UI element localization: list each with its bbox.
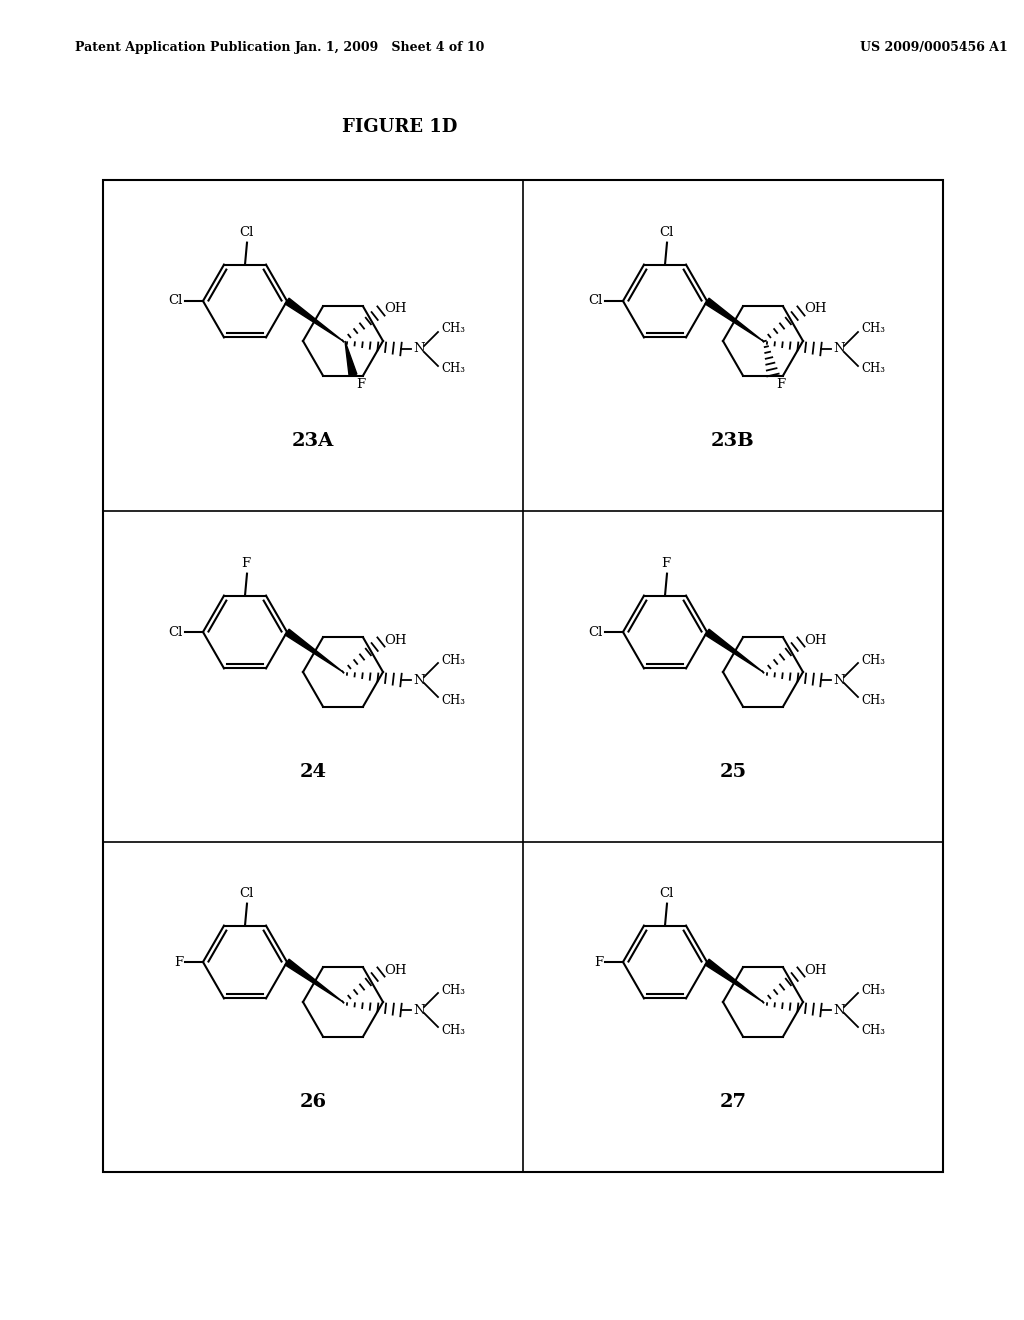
Text: FIGURE 1D: FIGURE 1D xyxy=(342,117,458,136)
Text: Patent Application Publication: Patent Application Publication xyxy=(75,41,291,54)
Text: 23A: 23A xyxy=(292,432,334,450)
Text: Cl: Cl xyxy=(589,294,603,308)
Text: Cl: Cl xyxy=(589,626,603,639)
Text: CH₃: CH₃ xyxy=(861,653,885,667)
Text: F: F xyxy=(662,557,671,570)
Text: N: N xyxy=(834,1003,845,1016)
Polygon shape xyxy=(705,630,763,672)
Text: CH₃: CH₃ xyxy=(441,1023,465,1036)
Text: OH: OH xyxy=(804,302,826,315)
Text: CH₃: CH₃ xyxy=(861,1023,885,1036)
Polygon shape xyxy=(345,341,357,376)
Text: OH: OH xyxy=(384,302,407,315)
Text: Jan. 1, 2009   Sheet 4 of 10: Jan. 1, 2009 Sheet 4 of 10 xyxy=(295,41,485,54)
Text: OH: OH xyxy=(804,964,826,977)
Polygon shape xyxy=(285,298,343,341)
Text: F: F xyxy=(776,378,785,391)
Text: N: N xyxy=(414,342,425,355)
Text: CH₃: CH₃ xyxy=(441,983,465,997)
Text: F: F xyxy=(242,557,251,570)
Text: F: F xyxy=(174,956,183,969)
Text: Cl: Cl xyxy=(239,887,253,900)
Text: OH: OH xyxy=(384,634,407,647)
Text: N: N xyxy=(414,673,425,686)
Text: CH₃: CH₃ xyxy=(441,693,465,706)
Text: CH₃: CH₃ xyxy=(441,653,465,667)
Text: CH₃: CH₃ xyxy=(861,363,885,375)
Text: Cl: Cl xyxy=(169,626,183,639)
Text: N: N xyxy=(414,1003,425,1016)
Text: Cl: Cl xyxy=(658,887,673,900)
Text: US 2009/0005456 A1: US 2009/0005456 A1 xyxy=(860,41,1008,54)
Text: 23B: 23B xyxy=(711,432,755,450)
Text: CH₃: CH₃ xyxy=(441,363,465,375)
Text: CH₃: CH₃ xyxy=(861,693,885,706)
Polygon shape xyxy=(285,630,343,672)
Text: CH₃: CH₃ xyxy=(861,322,885,335)
Text: 24: 24 xyxy=(299,763,327,781)
Text: Cl: Cl xyxy=(239,226,253,239)
Text: CH₃: CH₃ xyxy=(861,983,885,997)
Text: N: N xyxy=(834,673,845,686)
Text: Cl: Cl xyxy=(658,226,673,239)
Polygon shape xyxy=(705,960,763,1002)
Polygon shape xyxy=(285,960,343,1002)
Text: 27: 27 xyxy=(720,1093,746,1111)
Text: N: N xyxy=(834,342,845,355)
Text: F: F xyxy=(356,378,366,391)
Text: Cl: Cl xyxy=(169,294,183,308)
Text: F: F xyxy=(594,956,603,969)
Text: 26: 26 xyxy=(299,1093,327,1111)
Text: OH: OH xyxy=(384,964,407,977)
Bar xyxy=(103,180,943,1172)
Text: CH₃: CH₃ xyxy=(441,322,465,335)
Polygon shape xyxy=(705,298,763,341)
Text: OH: OH xyxy=(804,634,826,647)
Text: 25: 25 xyxy=(720,763,746,781)
